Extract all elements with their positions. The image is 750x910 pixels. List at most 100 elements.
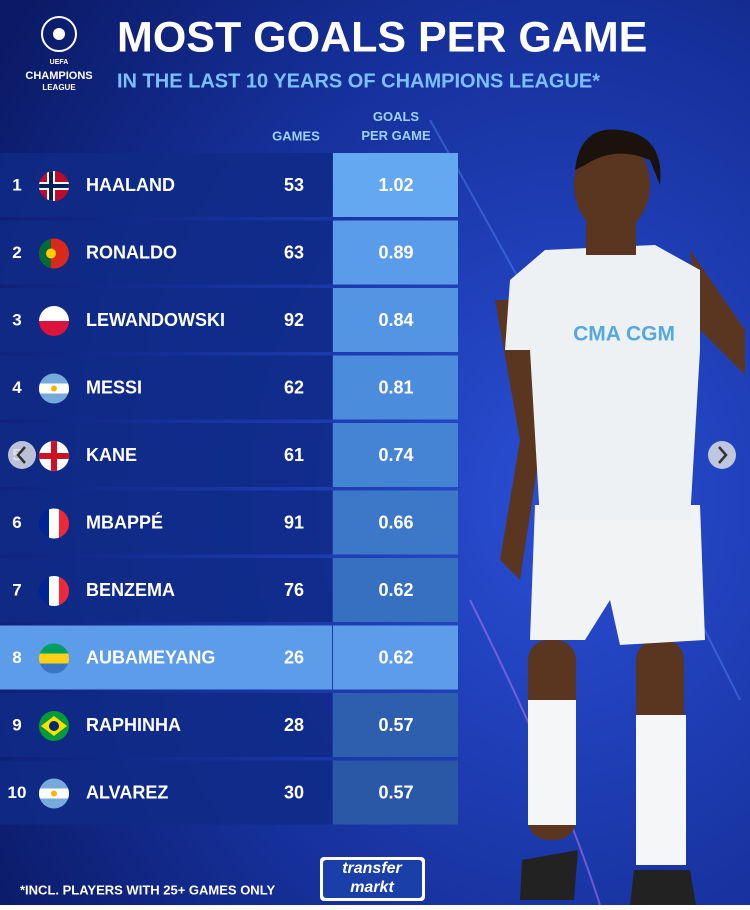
prev-button[interactable] (8, 441, 36, 469)
logo-text: LEAGUE (42, 83, 76, 92)
games: 91 (284, 512, 304, 532)
player-name: RONALDO (86, 242, 177, 262)
rank: 4 (12, 378, 22, 397)
flag-part (51, 790, 57, 797)
flag-part (39, 643, 69, 654)
games: 53 (284, 175, 304, 195)
brand-inner (323, 860, 422, 898)
value-box (333, 220, 458, 285)
arm (495, 300, 540, 580)
value-box (333, 625, 458, 690)
flag (39, 576, 69, 606)
prev-arrow[interactable] (16, 446, 26, 464)
games: 92 (284, 310, 304, 330)
goals-per-game: 0.62 (378, 647, 413, 667)
shorts (530, 505, 705, 645)
logo-text: CHAMPIONS (25, 70, 92, 82)
flag-part (49, 721, 59, 731)
rank: 9 (12, 715, 21, 734)
player-name: LEWANDOWSKI (86, 310, 225, 330)
flag-part (39, 663, 69, 674)
goals-per-game: 0.57 (378, 782, 413, 802)
rank: 10 (8, 783, 27, 802)
player-name: HAALAND (86, 175, 175, 195)
player-name: RAPHINHA (86, 715, 181, 735)
logo-star (53, 28, 65, 40)
rank: 1 (12, 175, 21, 194)
flag (39, 711, 69, 741)
title: MOST GOALS PER GAME (117, 13, 647, 61)
flag (39, 441, 69, 471)
boot (520, 850, 578, 900)
games: 63 (284, 242, 304, 262)
table: 1 HAALAND 53 1.02 2 RONALDO 63 0.89 3 LEWANDOWSKI… (0, 153, 458, 825)
logo-ball (41, 16, 77, 52)
goals-per-game: 0.89 (378, 242, 413, 262)
rank: 2 (12, 243, 21, 262)
flag (39, 238, 69, 269)
flag (39, 373, 69, 404)
flag-part (39, 184, 69, 188)
column-header: GOALS PER GAME (361, 109, 431, 143)
player-name: MBAPPÉ (86, 511, 163, 532)
goals-per-game: 0.62 (378, 580, 413, 600)
hair (575, 129, 661, 185)
flag-part (59, 576, 69, 606)
brand-text: markt (350, 879, 394, 896)
value-box (333, 153, 458, 217)
goals-per-game: 0.74 (378, 445, 413, 465)
column-header: GAMES (272, 128, 320, 143)
shirt-sponsor: CMA CGM (573, 323, 675, 346)
player-photo: CMA CGM (495, 129, 745, 905)
brand-text: transfer (342, 860, 402, 877)
games: 62 (284, 377, 304, 397)
flag-part (49, 508, 59, 539)
rank: 7 (12, 580, 21, 599)
ucl-logo (41, 16, 77, 52)
header-line: GOALS (373, 109, 420, 124)
goals-per-game: 0.84 (378, 310, 413, 330)
player-name: BENZEMA (86, 580, 175, 600)
flag-part (49, 576, 59, 606)
flag (39, 778, 69, 809)
sock (528, 700, 576, 825)
value-box (333, 423, 458, 487)
value-box (333, 490, 458, 555)
value-box (333, 558, 458, 622)
value-box (333, 693, 458, 757)
flag-part (59, 508, 69, 539)
rank: 6 (12, 513, 21, 532)
boot (630, 870, 696, 905)
head (574, 137, 650, 233)
flag-part (51, 385, 57, 392)
footnote: *INCL. PLAYERS WITH 25+ GAMES ONLY (20, 882, 275, 897)
flag (39, 643, 69, 674)
next-arrow[interactable] (718, 446, 728, 464)
flag-part (39, 453, 69, 459)
next-button[interactable] (708, 441, 736, 469)
player-name: AUBAMEYANG (86, 647, 215, 667)
flag (39, 306, 69, 336)
value-box (333, 288, 458, 352)
flag-part (39, 321, 69, 336)
flag-part (39, 238, 51, 269)
value-box (333, 760, 458, 825)
flag (39, 171, 69, 201)
flag-part (46, 248, 56, 259)
rank: 3 (12, 310, 21, 329)
logo-text: UEFA (50, 59, 69, 66)
shirt (505, 245, 700, 520)
player-name: ALVAREZ (86, 782, 168, 802)
flag-part (39, 653, 69, 664)
flag-part (39, 576, 49, 606)
value-box (333, 355, 458, 420)
games: 61 (284, 445, 304, 465)
flag (39, 508, 69, 539)
sock (636, 715, 686, 865)
flag-part (39, 508, 49, 539)
arm (690, 250, 745, 375)
player-name: KANE (86, 445, 137, 465)
goals-per-game: 0.81 (378, 377, 413, 397)
